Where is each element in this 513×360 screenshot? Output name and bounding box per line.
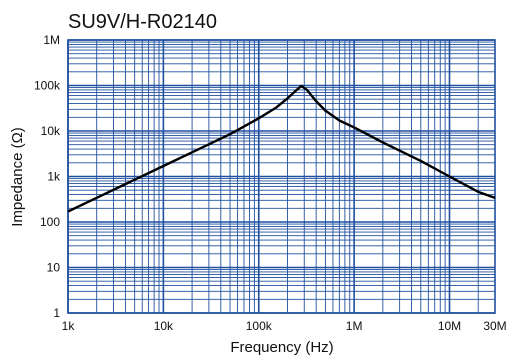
y-tick-label: 1M [43, 33, 60, 47]
y-axis-title: Impedance (Ω) [9, 127, 26, 227]
y-tick-label: 100 [40, 215, 60, 229]
y-tick-label: 1 [53, 306, 60, 320]
x-tick-label: 10M [438, 319, 461, 333]
y-tick-labels: 1 10 100 1k 10k 100k 1M [34, 33, 61, 320]
y-tick-label: 100k [34, 79, 61, 93]
x-tick-label: 10k [154, 319, 174, 333]
impedance-curve [67, 84, 496, 213]
x-tick-label: 30M [483, 319, 506, 333]
x-tick-labels: 1k 10k 100k 1M 10M 30M [62, 319, 507, 333]
y-tick-label: 1k [47, 170, 61, 184]
chart-title: SU9V/H-R02140 [68, 11, 217, 33]
x-axis-title: Frequency (Hz) [230, 339, 333, 356]
x-tick-label: 100k [246, 319, 273, 333]
x-tick-label: 1M [346, 319, 363, 333]
y-tick-label: 10k [41, 124, 61, 138]
x-tick-label: 1k [62, 319, 76, 333]
y-tick-label: 10 [47, 261, 61, 275]
plot-frame [67, 39, 496, 314]
